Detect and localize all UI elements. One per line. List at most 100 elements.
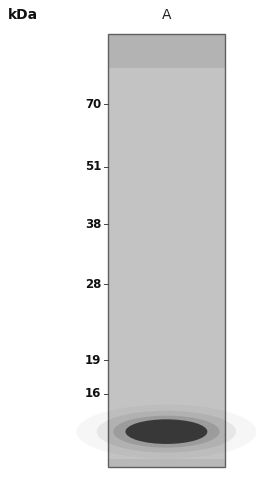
Bar	[108, 63, 225, 65]
Bar	[108, 392, 225, 394]
Bar	[108, 349, 225, 350]
Bar	[108, 249, 225, 251]
Bar	[108, 323, 225, 325]
Bar	[108, 320, 225, 322]
Bar	[108, 424, 225, 426]
Bar	[108, 446, 225, 447]
Bar	[108, 466, 225, 467]
Bar	[108, 245, 225, 246]
Bar	[108, 81, 225, 82]
Bar	[108, 99, 225, 101]
Bar	[108, 435, 225, 437]
Bar	[108, 345, 225, 346]
Bar	[108, 147, 225, 149]
Bar	[108, 408, 225, 410]
Bar	[108, 118, 225, 120]
Bar	[108, 460, 225, 461]
Bar	[108, 283, 225, 284]
Bar	[108, 415, 225, 417]
Bar	[108, 144, 225, 146]
Bar	[108, 431, 225, 433]
Bar	[108, 391, 225, 392]
Bar	[108, 303, 225, 305]
Bar	[108, 418, 225, 420]
Bar	[108, 459, 225, 460]
Bar	[108, 158, 225, 160]
Bar	[108, 421, 225, 423]
Bar	[108, 240, 225, 241]
Bar	[108, 55, 225, 56]
Bar	[108, 52, 225, 53]
Bar	[108, 163, 225, 164]
Bar	[108, 154, 225, 155]
Bar	[108, 150, 225, 152]
Bar	[108, 219, 225, 220]
Bar	[108, 102, 225, 104]
Bar	[108, 152, 225, 153]
Bar	[108, 246, 225, 248]
Bar	[108, 84, 225, 85]
Bar	[108, 274, 225, 276]
Bar	[108, 161, 225, 163]
Bar	[108, 411, 225, 413]
Bar	[108, 402, 225, 404]
Bar	[108, 69, 225, 70]
Bar	[108, 264, 225, 265]
Bar	[108, 268, 225, 270]
Bar	[108, 270, 225, 271]
Bar	[108, 326, 225, 327]
Bar	[108, 241, 225, 242]
Bar	[108, 368, 225, 369]
Bar	[108, 34, 225, 467]
Bar	[108, 164, 225, 166]
Bar	[108, 125, 225, 127]
Bar	[108, 34, 225, 467]
Bar	[108, 190, 225, 192]
Bar	[108, 87, 225, 88]
Text: 16: 16	[85, 387, 101, 400]
Bar	[108, 362, 225, 364]
Bar	[108, 76, 225, 78]
Bar	[108, 373, 225, 375]
Bar	[108, 335, 225, 336]
Bar	[108, 367, 225, 368]
Bar	[108, 430, 225, 431]
Bar	[108, 78, 225, 79]
Ellipse shape	[125, 419, 207, 444]
Bar	[108, 62, 225, 63]
Bar	[108, 208, 225, 209]
Bar	[108, 132, 225, 134]
Bar	[108, 234, 225, 235]
Bar	[108, 155, 225, 157]
Bar	[108, 218, 225, 219]
Bar	[108, 271, 225, 273]
Bar	[108, 135, 225, 137]
Bar	[108, 273, 225, 274]
Bar	[108, 89, 225, 91]
Bar	[108, 232, 225, 234]
Bar	[108, 92, 225, 93]
Bar	[108, 370, 225, 372]
Bar	[108, 339, 225, 340]
Bar	[108, 358, 225, 359]
Bar	[108, 404, 225, 405]
Bar	[108, 350, 225, 352]
Bar	[108, 138, 225, 140]
Bar	[108, 280, 225, 281]
Bar	[108, 66, 225, 67]
Bar	[108, 388, 225, 390]
Bar	[108, 306, 225, 307]
Bar	[108, 195, 225, 196]
Bar	[108, 50, 225, 52]
Bar	[108, 79, 225, 81]
Bar	[108, 45, 225, 46]
Bar	[108, 203, 225, 205]
Bar	[108, 115, 225, 117]
Bar	[108, 205, 225, 206]
Bar	[108, 73, 225, 75]
Bar	[108, 322, 225, 323]
Bar	[108, 387, 225, 388]
Text: A: A	[162, 8, 171, 22]
Bar	[108, 61, 225, 62]
Bar	[108, 441, 225, 443]
